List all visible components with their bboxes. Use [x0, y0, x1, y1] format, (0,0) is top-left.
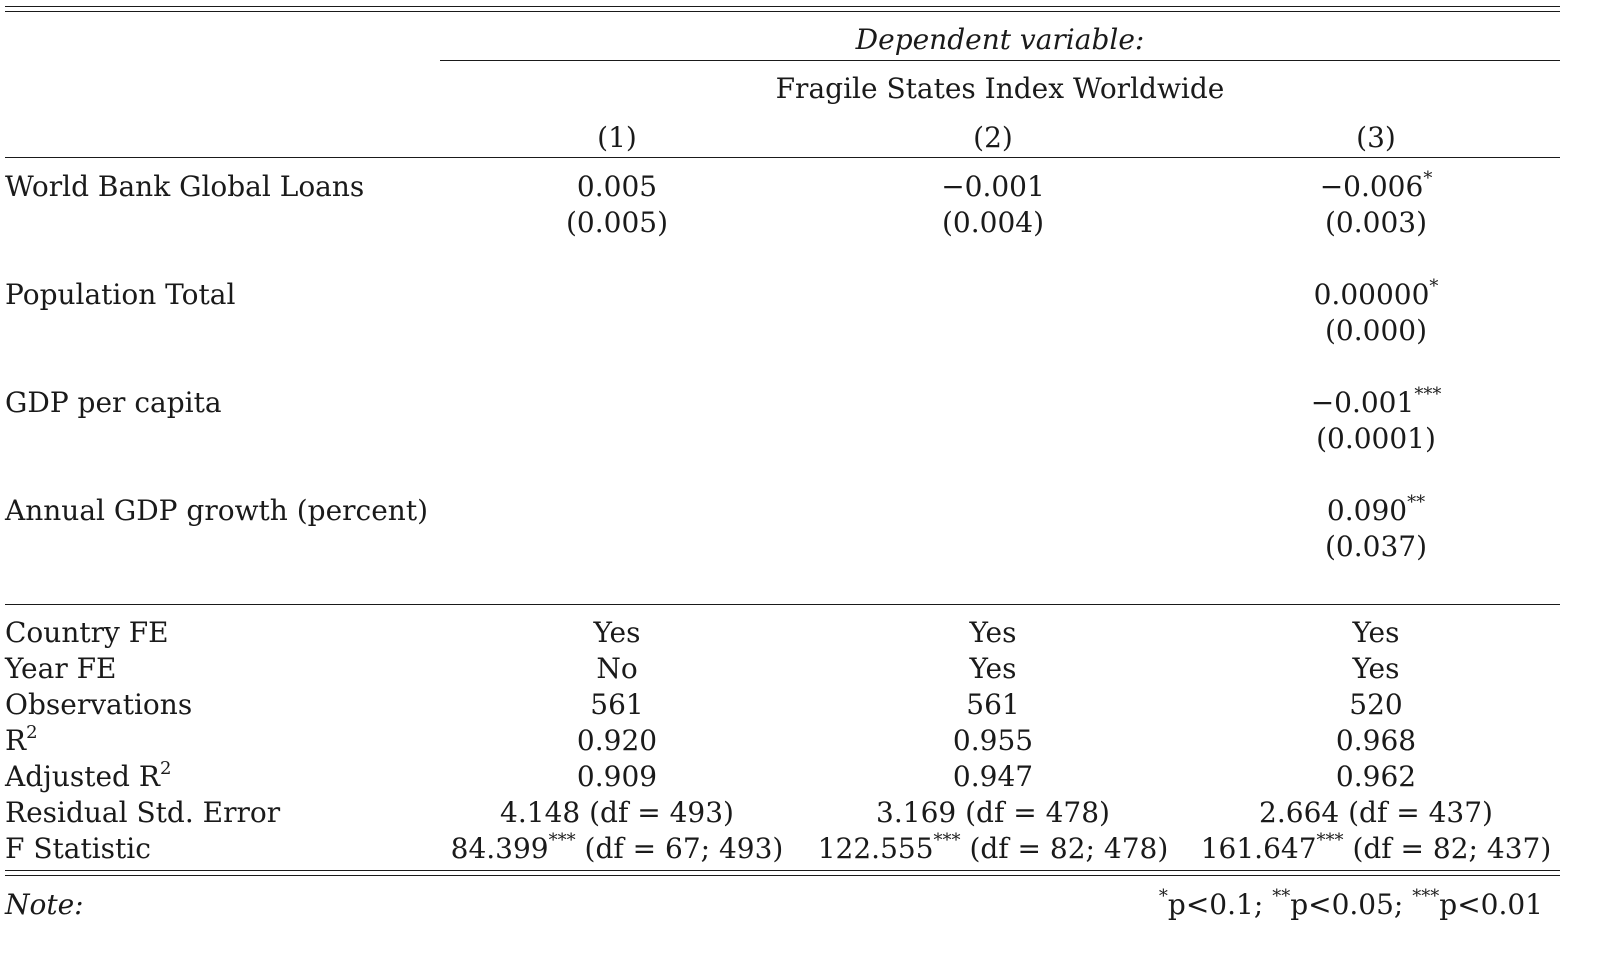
stat-year-fe-3: Yes: [1352, 652, 1400, 685]
dependent-variable-label: Dependent variable:: [855, 23, 1145, 56]
stat-r2-3: 0.968: [1335, 724, 1417, 757]
row-label-rse: Residual Std. Error: [5, 796, 281, 829]
stat-adj-r2-2: 0.947: [952, 760, 1034, 793]
top-rule-1: [5, 6, 1560, 7]
stat-observations-1: 561: [590, 688, 644, 721]
stars: *: [1423, 167, 1433, 189]
coef-wb-loans-3: −0.006*: [1319, 167, 1433, 203]
bottom-rule-1: [5, 870, 1560, 871]
stat-year-fe-2: Yes: [969, 652, 1017, 685]
se-population-3: (0.000): [1324, 314, 1428, 347]
row-label-r2: R2: [5, 721, 38, 757]
stat-observations-2: 561: [966, 688, 1020, 721]
row-label-wb-loans: World Bank Global Loans: [5, 170, 365, 203]
stat-f-1: 84.399*** (df = 67; 493): [450, 829, 784, 865]
stat-adj-r2-3: 0.962: [1335, 760, 1417, 793]
stat-year-fe-1: No: [596, 652, 638, 685]
row-label-f-stat: F Statistic: [5, 832, 151, 865]
row-label-country-fe: Country FE: [5, 616, 169, 649]
stat-country-fe-1: Yes: [593, 616, 641, 649]
coef-wb-loans-1: 0.005: [576, 170, 658, 203]
stats-rule: [5, 604, 1560, 605]
column-header-3: (3): [1356, 121, 1396, 154]
coef-gdp-per-capita-3: −0.001***: [1310, 383, 1442, 419]
note-label: Note:: [5, 888, 84, 921]
row-label-gdp-per-capita: GDP per capita: [5, 386, 222, 419]
coef-gdp-growth-3: 0.090**: [1326, 491, 1426, 527]
se-wb-loans-1: (0.005): [565, 206, 669, 239]
stat-country-fe-2: Yes: [969, 616, 1017, 649]
stat-f-3: 161.647*** (df = 82; 437): [1200, 829, 1552, 865]
stat-adj-r2-1: 0.909: [576, 760, 658, 793]
row-label-population: Population Total: [5, 278, 236, 311]
row-label-observations: Observations: [5, 688, 193, 721]
coef-population-3: 0.00000*: [1313, 275, 1439, 311]
stat-rse-3: 2.664 (df = 437): [1259, 796, 1493, 829]
stat-r2-2: 0.955: [952, 724, 1034, 757]
row-label-gdp-growth: Annual GDP growth (percent): [5, 494, 429, 527]
se-wb-loans-2: (0.004): [941, 206, 1045, 239]
stat-rse-2: 3.169 (df = 478): [876, 796, 1110, 829]
column-header-2: (2): [973, 121, 1013, 154]
stars: ***: [1414, 383, 1442, 405]
stat-f-2: 122.555*** (df = 82; 478): [817, 829, 1169, 865]
note-significance: *p<0.1; **p<0.05; ***p<0.01: [1158, 885, 1543, 921]
stars: **: [1407, 491, 1426, 513]
se-gdp-growth-3: (0.037): [1324, 530, 1428, 563]
row-label-year-fe: Year FE: [5, 652, 117, 685]
dependent-underline: [440, 60, 1560, 61]
bottom-rule-2: [5, 875, 1560, 876]
stat-observations-3: 520: [1349, 688, 1403, 721]
stars: *: [1429, 275, 1439, 297]
top-rule-2: [5, 11, 1560, 12]
se-wb-loans-3: (0.003): [1324, 206, 1428, 239]
row-label-adj-r2: Adjusted R2: [5, 757, 172, 793]
column-header-1: (1): [597, 121, 637, 154]
coef-wb-loans-2: −0.001: [941, 170, 1045, 203]
header-rule: [5, 157, 1560, 158]
se-gdp-per-capita-3: (0.0001): [1316, 422, 1436, 455]
stat-r2-1: 0.920: [576, 724, 658, 757]
dependent-variable-name: Fragile States Index Worldwide: [775, 72, 1225, 105]
stat-country-fe-3: Yes: [1352, 616, 1400, 649]
stat-rse-1: 4.148 (df = 493): [500, 796, 734, 829]
